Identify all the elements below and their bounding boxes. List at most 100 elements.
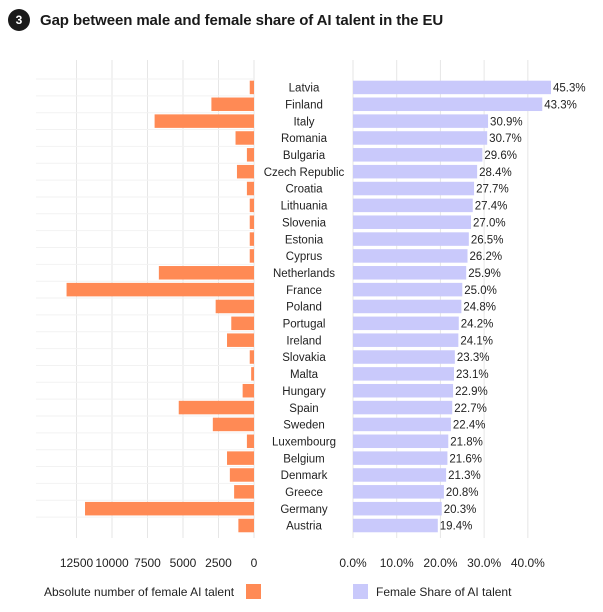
share-value-label: 23.1% (456, 369, 489, 381)
bar-absolute-portugal (231, 316, 254, 331)
bar-absolute-bulgaria (246, 148, 254, 162)
share-value-label: 29.6% (484, 150, 517, 162)
x-tick-label-absolute: 10000 (95, 556, 129, 570)
legend-share-label: Female Share of AI talent (376, 584, 512, 599)
bar-share-estonia (353, 232, 469, 246)
x-tick-label-share: 0.0% (339, 556, 367, 570)
share-value-label: 22.7% (454, 403, 487, 415)
legend-absolute-label: Absolute number of female AI talent (44, 584, 235, 599)
bar-share-sweden (353, 417, 451, 432)
bar-absolute-greece (234, 485, 254, 499)
bar-absolute-latvia (249, 80, 254, 95)
category-label: Luxembourg (272, 436, 336, 448)
category-label: Latvia (289, 83, 320, 95)
bar-share-belgium (353, 451, 448, 465)
bar-share-spain (353, 400, 453, 415)
bar-absolute-slovakia (249, 350, 254, 364)
bar-absolute-czech-republic (236, 164, 254, 179)
category-label: Romania (281, 133, 328, 145)
category-label: Austria (286, 521, 322, 533)
category-label: Finland (285, 99, 323, 111)
share-value-label: 24.2% (461, 319, 494, 331)
category-label: Czech Republic (264, 167, 345, 179)
bar-absolute-italy (154, 114, 254, 128)
category-label: Germany (280, 504, 328, 516)
share-value-label: 26.5% (471, 234, 504, 246)
share-value-label: 28.4% (479, 167, 512, 179)
bar-share-greece (353, 485, 444, 499)
bar-share-france (353, 282, 463, 297)
chart-title: Gap between male and female share of AI … (40, 11, 444, 29)
legend-share-swatch (353, 584, 368, 599)
bar-absolute-cyprus (249, 249, 254, 263)
bar-absolute-spain (178, 400, 254, 415)
category-label: Bulgaria (283, 150, 326, 162)
figure-number-badge: 3 (8, 9, 30, 31)
share-value-label: 25.0% (464, 285, 497, 297)
x-tick-label-absolute: 7500 (134, 556, 161, 570)
share-value-label: 43.3% (544, 99, 577, 111)
share-value-label: 27.0% (473, 217, 506, 229)
bar-absolute-belgium (227, 451, 254, 465)
share-value-label: 19.4% (440, 521, 473, 533)
bar-absolute-lithuania (249, 198, 254, 213)
category-label: Slovakia (282, 352, 326, 364)
share-value-label: 27.7% (476, 184, 509, 196)
bar-share-hungary (353, 383, 454, 398)
x-tick-label-absolute: 5000 (170, 556, 197, 570)
bar-share-austria (353, 518, 438, 533)
legend-share: Female Share of AI talent (353, 584, 511, 599)
x-tick-label-absolute: 2500 (205, 556, 232, 570)
legend-absolute: Absolute number of female AI talent (44, 584, 262, 599)
category-label: Ireland (286, 335, 321, 347)
bar-share-slovenia (353, 215, 472, 229)
share-value-label: 21.3% (448, 470, 481, 482)
bar-share-italy (353, 114, 489, 128)
category-label: Netherlands (273, 268, 335, 280)
legend-absolute-swatch (246, 584, 262, 599)
bar-share-croatia (353, 181, 475, 196)
share-value-label: 27.4% (475, 201, 508, 213)
x-tick-label-absolute: 12500 (60, 556, 94, 570)
bar-absolute-ireland (227, 333, 254, 347)
x-tick-label-absolute: 0 (251, 556, 258, 570)
bar-absolute-poland (215, 299, 254, 314)
bar-share-bulgaria (353, 148, 483, 162)
bar-absolute-estonia (249, 232, 254, 246)
category-label: Belgium (283, 453, 325, 465)
bar-share-cyprus (353, 249, 468, 263)
x-tick-label-share: 40.0% (511, 556, 545, 570)
category-label: Italy (293, 116, 314, 128)
bar-share-portugal (353, 316, 459, 331)
share-value-label: 30.9% (490, 116, 523, 128)
category-label: Portugal (283, 319, 326, 331)
x-tick-label-share: 10.0% (380, 556, 414, 570)
bar-share-slovakia (353, 350, 455, 364)
share-value-label: 30.7% (489, 133, 522, 145)
share-value-label: 24.1% (460, 335, 493, 347)
bar-absolute-croatia (246, 181, 254, 196)
share-value-label: 21.8% (450, 436, 483, 448)
category-label: Spain (289, 403, 318, 415)
share-value-label: 24.8% (463, 302, 496, 314)
bar-absolute-romania (235, 131, 254, 145)
share-value-label: 22.9% (455, 386, 488, 398)
bar-absolute-sweden (212, 417, 254, 432)
category-label: Slovenia (282, 217, 327, 229)
share-value-label: 20.3% (444, 504, 477, 516)
category-label: Denmark (281, 470, 328, 482)
share-value-label: 25.9% (468, 268, 501, 280)
share-value-label: 20.8% (446, 487, 479, 499)
bar-share-poland (353, 299, 462, 314)
bar-absolute-austria (238, 518, 254, 533)
bar-share-netherlands (353, 266, 467, 280)
bar-share-ireland (353, 333, 459, 347)
bar-absolute-finland (211, 97, 254, 112)
x-tick-label-share: 30.0% (467, 556, 501, 570)
bar-share-romania (353, 131, 488, 145)
category-label: Sweden (283, 420, 325, 432)
share-value-label: 26.2% (470, 251, 503, 263)
category-label: Lithuania (281, 201, 328, 213)
category-label: Poland (286, 302, 322, 314)
